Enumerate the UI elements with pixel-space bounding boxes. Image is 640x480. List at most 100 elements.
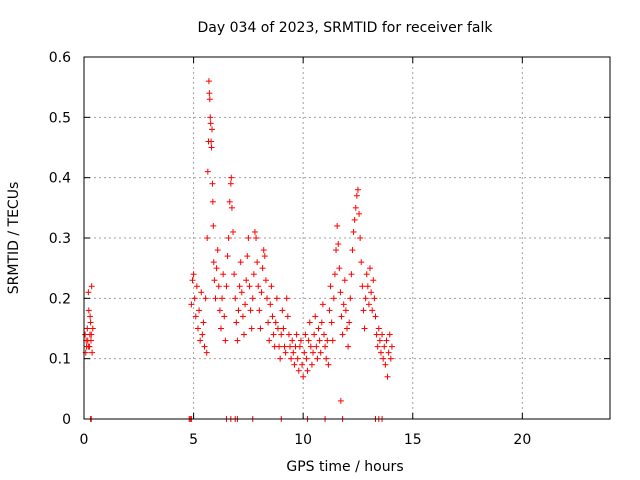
data-point bbox=[373, 331, 380, 338]
data-point bbox=[331, 271, 338, 278]
data-point bbox=[290, 349, 297, 356]
data-point bbox=[363, 271, 370, 278]
data-point bbox=[362, 295, 369, 302]
data-point bbox=[381, 343, 388, 350]
data-point bbox=[88, 337, 95, 344]
x-tick-label: 0 bbox=[80, 432, 89, 448]
data-point bbox=[303, 355, 310, 362]
data-point bbox=[231, 271, 238, 278]
data-point bbox=[191, 295, 198, 302]
data-point bbox=[203, 349, 210, 356]
data-point bbox=[255, 283, 262, 290]
data-point bbox=[353, 192, 360, 199]
data-point bbox=[217, 325, 224, 332]
y-tick-label: 0 bbox=[62, 412, 71, 428]
plot-frame bbox=[83, 56, 611, 420]
data-point bbox=[260, 247, 267, 254]
data-point bbox=[359, 283, 366, 290]
data-point bbox=[294, 355, 301, 362]
data-point bbox=[206, 90, 213, 97]
data-point bbox=[346, 319, 353, 326]
data-point bbox=[259, 265, 266, 272]
data-point bbox=[268, 283, 275, 290]
data-point bbox=[375, 325, 382, 332]
data-point bbox=[302, 331, 309, 338]
data-point bbox=[361, 325, 368, 332]
data-point bbox=[336, 265, 343, 272]
data-point bbox=[207, 114, 214, 121]
data-point bbox=[209, 198, 216, 205]
data-point bbox=[339, 331, 346, 338]
data-point bbox=[264, 295, 271, 302]
data-point bbox=[194, 325, 201, 332]
data-point bbox=[221, 313, 228, 320]
data-point bbox=[225, 235, 232, 241]
data-point bbox=[265, 319, 272, 326]
x-tick-label: 5 bbox=[189, 432, 198, 448]
data-point bbox=[315, 325, 322, 332]
data-point bbox=[211, 277, 218, 284]
data-point bbox=[247, 307, 254, 314]
data-point bbox=[214, 247, 221, 254]
data-point bbox=[201, 343, 208, 350]
data-point bbox=[228, 204, 235, 211]
data-point bbox=[313, 343, 320, 350]
axis-ticks: 0 0.1 0.2 0.3 0.4 0.5 0.6 0 5 10 15 20 bbox=[49, 50, 610, 448]
data-point bbox=[242, 301, 249, 308]
data-point bbox=[233, 319, 240, 326]
data-point bbox=[289, 337, 296, 344]
data-point bbox=[232, 295, 239, 302]
data-point bbox=[254, 259, 261, 266]
data-point bbox=[237, 259, 244, 266]
data-point bbox=[227, 180, 234, 187]
data-point bbox=[202, 295, 209, 302]
data-point bbox=[370, 277, 377, 284]
data-point bbox=[369, 307, 376, 314]
data-point bbox=[253, 235, 260, 241]
data-point bbox=[341, 277, 348, 284]
data-point bbox=[234, 337, 241, 344]
data-point bbox=[205, 78, 212, 85]
data-point bbox=[299, 361, 306, 368]
data-point bbox=[348, 271, 355, 278]
data-point bbox=[274, 325, 281, 332]
data-point bbox=[267, 301, 274, 308]
data-point bbox=[360, 307, 367, 314]
data-point bbox=[384, 373, 391, 380]
data-point bbox=[266, 337, 273, 344]
data-point bbox=[327, 283, 334, 290]
data-point bbox=[88, 331, 95, 338]
x-tick-label: 20 bbox=[513, 432, 531, 448]
data-point bbox=[380, 355, 387, 362]
data-point bbox=[314, 355, 321, 362]
data-point bbox=[196, 307, 203, 314]
data-point bbox=[306, 319, 313, 326]
data-point bbox=[354, 186, 361, 193]
data-point bbox=[385, 349, 392, 356]
data-point bbox=[208, 138, 215, 145]
y-tick-label: 0.1 bbox=[49, 352, 71, 368]
data-point bbox=[197, 337, 204, 344]
data-point bbox=[89, 349, 96, 356]
x-axis-label: GPS time / hours bbox=[286, 459, 403, 475]
data-point bbox=[210, 222, 217, 229]
data-point bbox=[387, 355, 394, 362]
data-point bbox=[220, 271, 227, 278]
data-point bbox=[245, 235, 252, 241]
data-point bbox=[340, 301, 347, 308]
data-point bbox=[386, 331, 393, 338]
data-point bbox=[350, 228, 357, 235]
data-point bbox=[307, 343, 314, 350]
data-point bbox=[368, 289, 375, 296]
data-point bbox=[388, 343, 395, 350]
data-point bbox=[285, 331, 292, 338]
data-point bbox=[226, 198, 233, 205]
data-point bbox=[192, 313, 199, 320]
data-point bbox=[278, 331, 285, 338]
data-point bbox=[344, 325, 350, 332]
data-point bbox=[374, 343, 381, 350]
data-point bbox=[371, 295, 378, 302]
data-point bbox=[283, 295, 290, 302]
y-tick-label: 0.2 bbox=[49, 291, 71, 307]
